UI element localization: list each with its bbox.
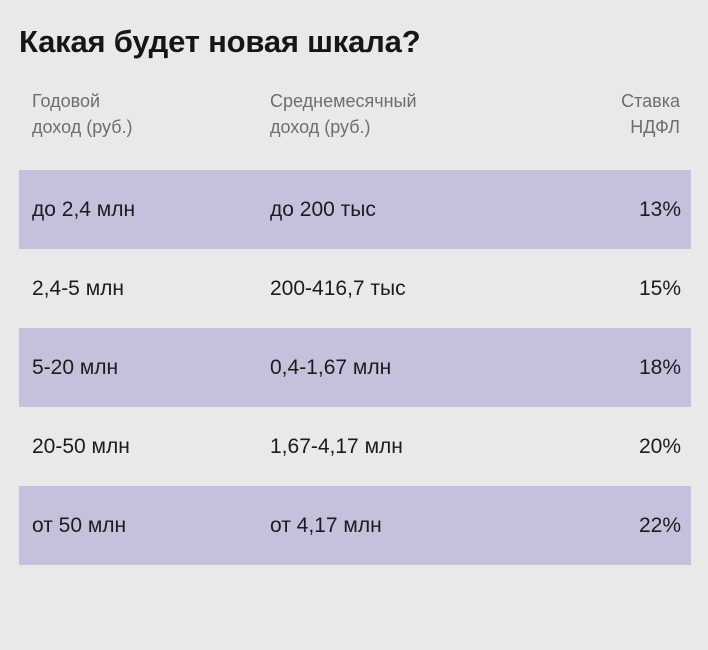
tax-rate-cell: 22%: [638, 514, 681, 537]
annual-income-cell: от 50 млн: [32, 514, 127, 537]
header-line: доход (руб.): [32, 117, 133, 137]
table-row: 2,4-5 млн 200-416,7 тыс 15%: [19, 249, 691, 328]
monthly-income-cell: 200-416,7 тыс: [270, 277, 406, 300]
page-title: Какая будет новая шкала?: [19, 24, 421, 59]
annual-income-cell: до 2,4 млн: [32, 198, 136, 221]
monthly-income-cell: до 200 тыс: [270, 198, 376, 221]
tax-rate-cell: 13%: [638, 198, 681, 221]
header-line: НДФЛ: [630, 117, 680, 137]
monthly-income-cell: от 4,17 млн: [270, 514, 382, 537]
column-header-annual-income: Годовой доход (руб.): [32, 88, 133, 140]
tax-scale-table: до 2,4 млн до 200 тыс 13% 2,4-5 млн 200-…: [19, 170, 691, 565]
monthly-income-cell: 0,4-1,67 млн: [270, 356, 392, 379]
header-line: Среднемесячный: [270, 91, 417, 111]
column-header-tax-rate: Ставка НДФЛ: [621, 88, 680, 140]
table-row: от 50 млн от 4,17 млн 22%: [19, 486, 691, 565]
header-line: Ставка: [621, 91, 680, 111]
column-header-monthly-income: Среднемесячный доход (руб.): [270, 88, 417, 140]
header-line: доход (руб.): [270, 117, 371, 137]
monthly-income-cell: 1,67-4,17 млн: [270, 435, 403, 458]
tax-rate-cell: 15%: [638, 277, 681, 300]
table-row: 20-50 млн 1,67-4,17 млн 20%: [19, 407, 691, 486]
annual-income-cell: 20-50 млн: [32, 435, 130, 458]
annual-income-cell: 2,4-5 млн: [32, 277, 124, 300]
annual-income-cell: 5-20 млн: [32, 356, 119, 379]
tax-rate-cell: 20%: [638, 435, 681, 458]
header-line: Годовой: [32, 91, 101, 111]
table-row: 5-20 млн 0,4-1,67 млн 18%: [19, 328, 691, 407]
table-row: до 2,4 млн до 200 тыс 13%: [19, 170, 691, 249]
tax-rate-cell: 18%: [638, 356, 681, 379]
